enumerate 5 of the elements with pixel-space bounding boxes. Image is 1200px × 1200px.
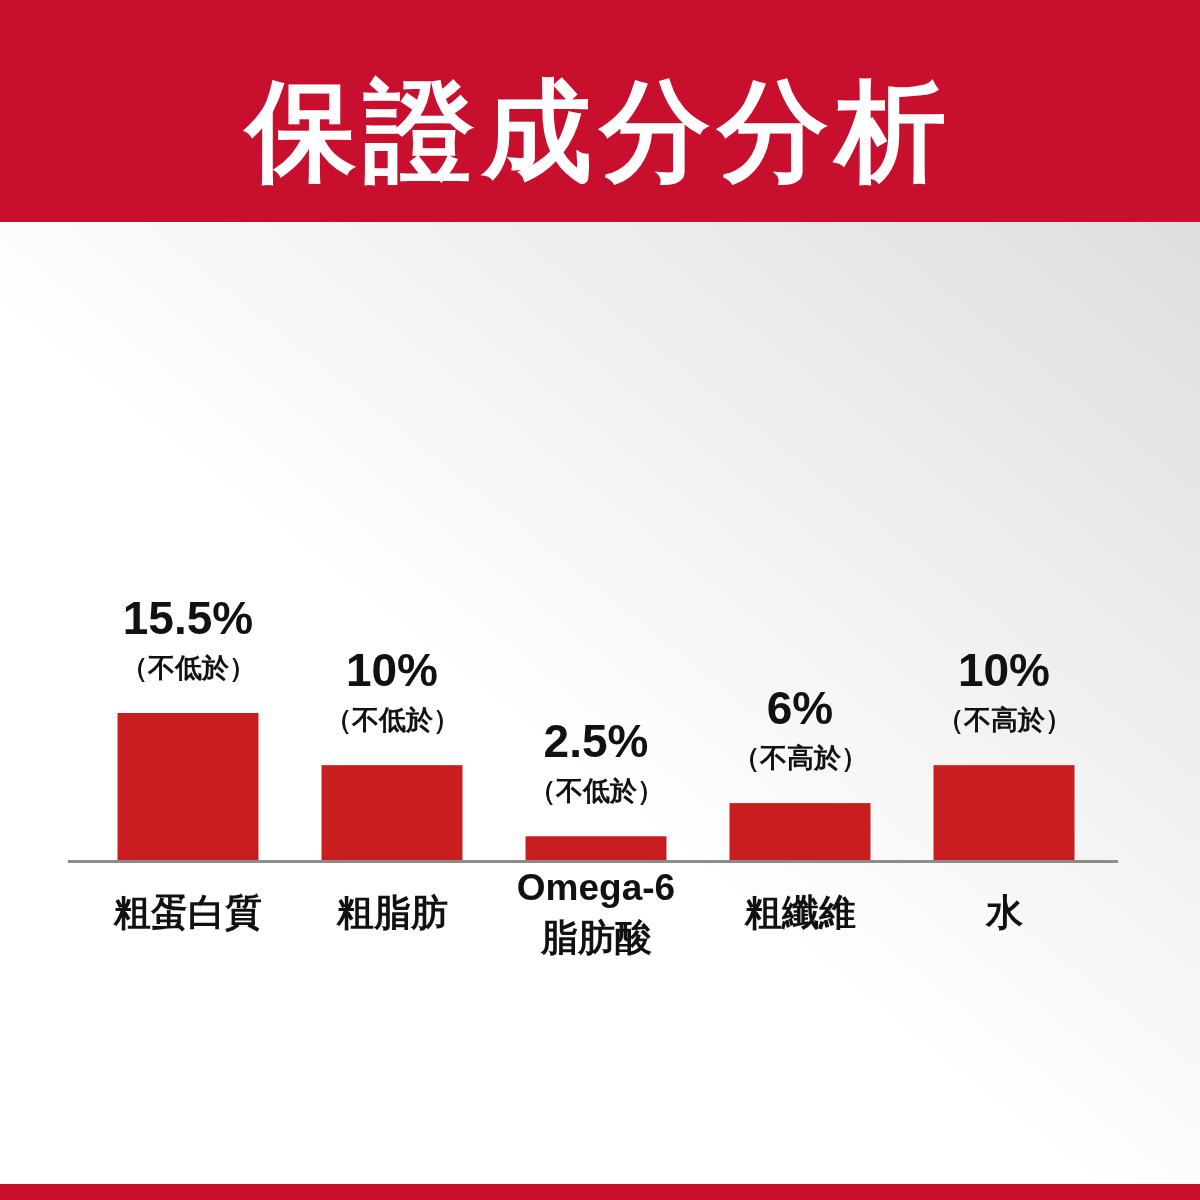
annotation: （不低於） — [120, 653, 256, 683]
annotation: （不高於） — [936, 705, 1072, 736]
annotation: （不低於） — [324, 705, 460, 736]
annotation: （不低於） — [528, 776, 664, 807]
annotation: （不高於） — [732, 743, 868, 774]
